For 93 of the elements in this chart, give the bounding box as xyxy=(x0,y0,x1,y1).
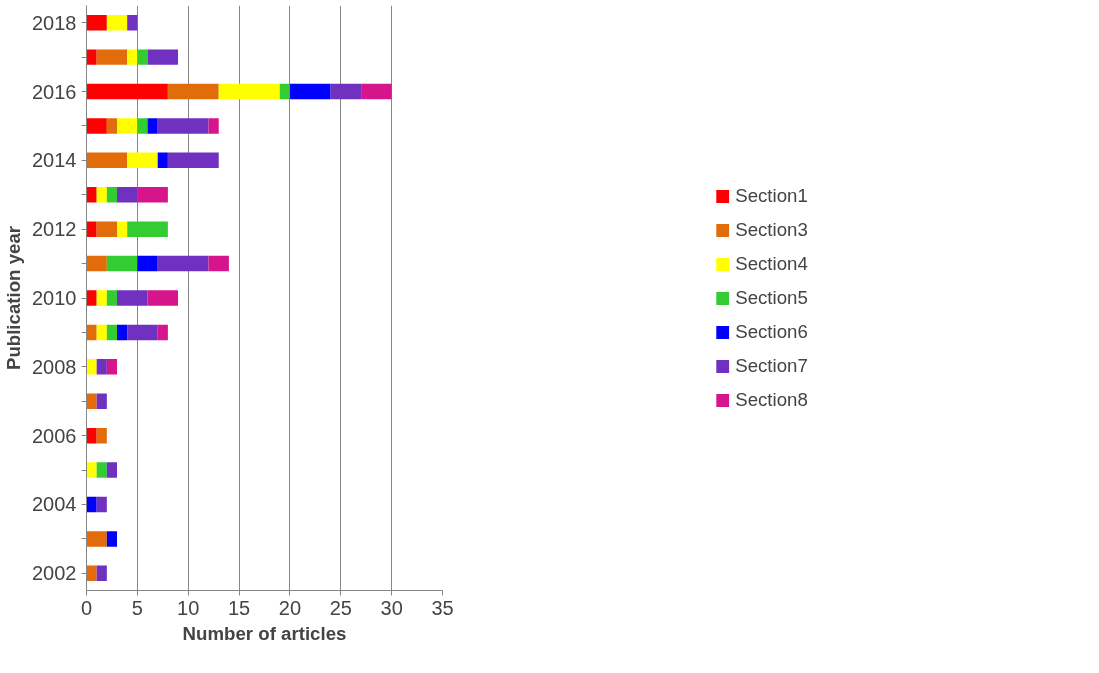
bar xyxy=(86,462,97,478)
bar xyxy=(117,221,128,237)
bar xyxy=(127,49,138,65)
bar xyxy=(137,49,148,65)
bar xyxy=(127,221,168,237)
bar xyxy=(106,462,118,478)
bar xyxy=(86,531,107,547)
bar xyxy=(96,565,107,582)
bar xyxy=(96,221,118,237)
x-tick-label: 35 xyxy=(431,596,454,619)
x-tick-label: 0 xyxy=(80,596,93,619)
bar xyxy=(106,359,118,375)
bar xyxy=(157,118,209,134)
legend-label: Section8 xyxy=(735,388,808,411)
bar xyxy=(96,427,107,444)
bar xyxy=(86,255,107,272)
x-tick-label: 5 xyxy=(131,596,143,619)
y-tick-label: 2002 xyxy=(32,562,77,585)
bar xyxy=(167,83,219,100)
legend-label: Section5 xyxy=(735,286,808,309)
bar xyxy=(86,83,168,100)
bar xyxy=(96,290,107,306)
bar xyxy=(96,324,107,341)
x-axis-title: Number of articles xyxy=(182,622,347,644)
y-axis-title: Publication year xyxy=(3,225,25,371)
bar xyxy=(330,83,362,100)
bar xyxy=(117,290,148,306)
bar xyxy=(289,83,331,100)
bar xyxy=(106,118,118,134)
bar xyxy=(86,49,97,65)
bar xyxy=(127,14,138,31)
bar xyxy=(106,531,118,547)
bar xyxy=(86,359,97,375)
bar xyxy=(157,324,168,341)
bar xyxy=(86,393,97,409)
legend-label: Section4 xyxy=(735,252,808,275)
y-tick-label: 2012 xyxy=(32,218,77,241)
bar xyxy=(147,49,179,65)
bar xyxy=(137,187,168,203)
bar xyxy=(117,187,138,203)
bar xyxy=(137,255,158,272)
bar xyxy=(86,187,97,203)
bar xyxy=(86,496,97,513)
bar xyxy=(86,14,107,31)
bar xyxy=(137,118,148,134)
bar xyxy=(96,187,107,203)
bar xyxy=(208,118,219,134)
x-tick-label: 30 xyxy=(380,596,403,619)
bar xyxy=(86,290,97,306)
legend-label: Section3 xyxy=(735,218,808,241)
x-tick-label: 25 xyxy=(329,596,352,619)
bar xyxy=(86,565,97,582)
x-tick-label: 10 xyxy=(177,596,200,619)
bar xyxy=(167,152,219,169)
bar xyxy=(208,255,229,272)
legend-label: Section1 xyxy=(735,184,808,207)
bar xyxy=(96,393,107,409)
bar xyxy=(106,255,138,272)
y-tick-label: 2016 xyxy=(32,80,77,103)
bar xyxy=(86,427,97,444)
bar xyxy=(127,152,158,169)
y-tick-label: 2004 xyxy=(32,493,77,516)
bar xyxy=(106,187,118,203)
bar xyxy=(147,290,179,306)
bar xyxy=(96,462,107,478)
bar xyxy=(127,324,158,341)
bar xyxy=(86,118,107,134)
x-tick-label: 20 xyxy=(278,596,302,619)
y-tick-label: 2014 xyxy=(32,149,77,172)
bar xyxy=(106,290,118,306)
y-tick-label: 2018 xyxy=(32,11,77,34)
bar xyxy=(147,118,158,134)
bar xyxy=(106,14,128,31)
bar xyxy=(279,83,290,100)
x-tick-label: 15 xyxy=(227,596,251,619)
bar xyxy=(96,359,107,375)
y-tick-label: 2006 xyxy=(32,424,77,447)
bar xyxy=(86,152,128,169)
y-tick-label: 2010 xyxy=(32,287,77,309)
bar xyxy=(218,83,280,100)
bar xyxy=(96,496,107,513)
legend-label: Section6 xyxy=(735,320,808,343)
legend-label: Section7 xyxy=(735,354,808,377)
bar xyxy=(157,152,168,169)
bar xyxy=(157,255,209,272)
bar xyxy=(117,324,128,341)
y-tick-label: 2008 xyxy=(32,355,77,378)
bar xyxy=(361,83,392,100)
bar xyxy=(117,118,138,134)
bar xyxy=(106,324,118,341)
bar xyxy=(86,221,97,237)
bar xyxy=(96,49,128,65)
bar xyxy=(86,324,97,341)
